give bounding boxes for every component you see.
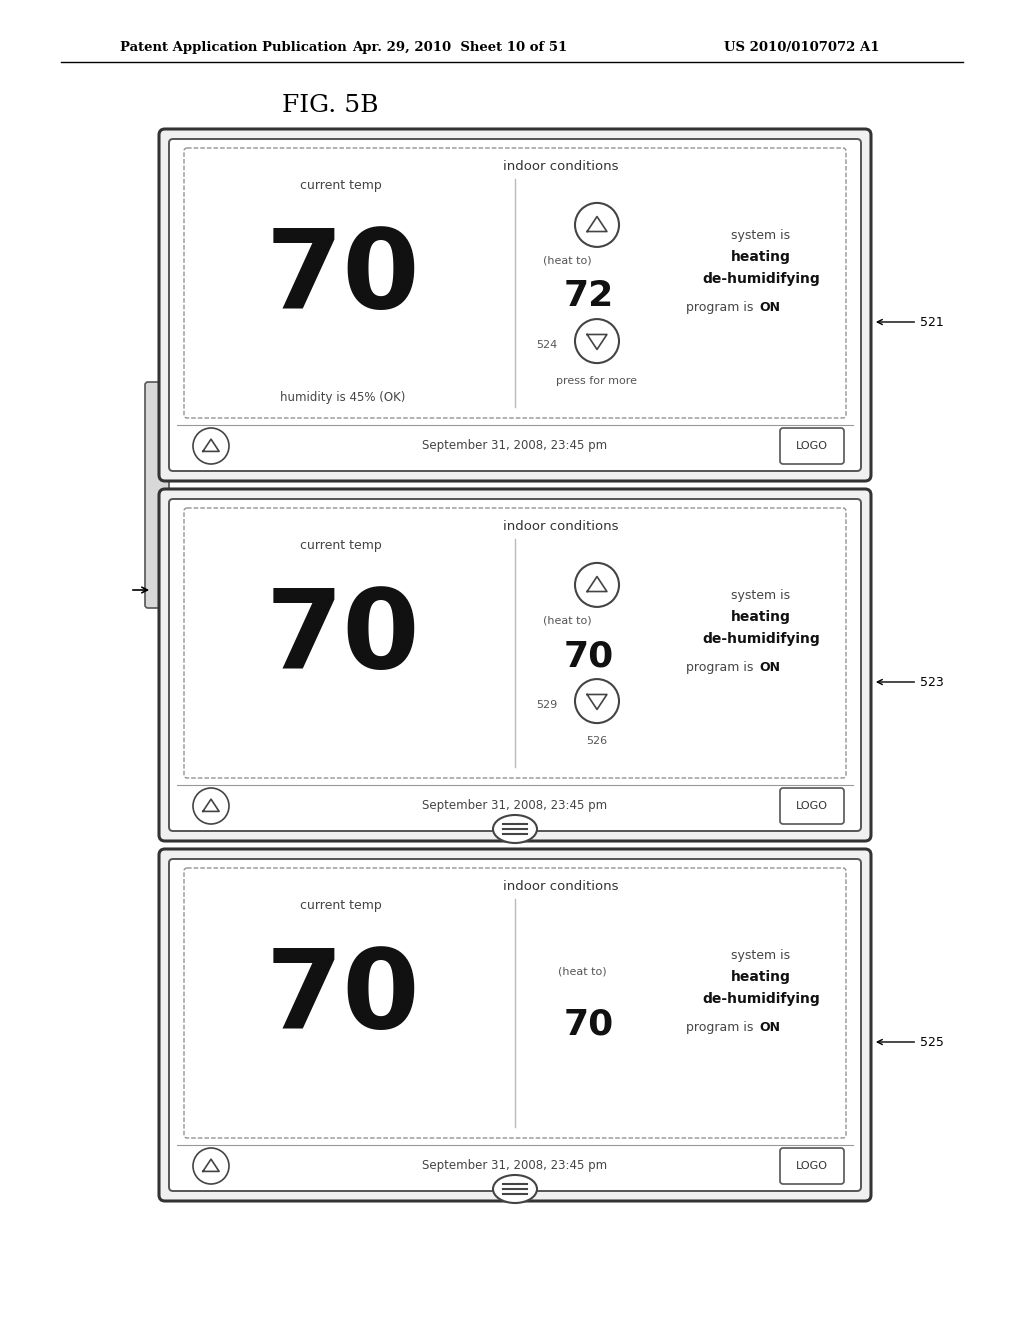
- FancyBboxPatch shape: [159, 129, 871, 480]
- Text: 524: 524: [536, 341, 557, 350]
- Text: (heat to): (heat to): [543, 616, 591, 626]
- Text: de-humidifying: de-humidifying: [702, 632, 820, 647]
- Text: current temp: current temp: [300, 178, 382, 191]
- Text: de-humidifying: de-humidifying: [702, 272, 820, 286]
- Text: program is: program is: [686, 661, 757, 675]
- Text: heating: heating: [731, 251, 791, 264]
- Text: LOGO: LOGO: [796, 801, 828, 810]
- Text: 70: 70: [564, 639, 614, 673]
- Text: system is: system is: [731, 228, 791, 242]
- Text: current temp: current temp: [300, 539, 382, 552]
- Text: system is: system is: [731, 949, 791, 962]
- Text: September 31, 2008, 23:45 pm: September 31, 2008, 23:45 pm: [423, 440, 607, 453]
- Text: (heat to): (heat to): [558, 966, 606, 977]
- Text: 526: 526: [587, 737, 607, 746]
- Text: 70: 70: [265, 585, 420, 692]
- Ellipse shape: [493, 814, 537, 843]
- Text: indoor conditions: indoor conditions: [503, 880, 618, 894]
- FancyBboxPatch shape: [780, 428, 844, 465]
- FancyBboxPatch shape: [169, 499, 861, 832]
- Text: September 31, 2008, 23:45 pm: September 31, 2008, 23:45 pm: [423, 800, 607, 813]
- Text: US 2010/0107072 A1: US 2010/0107072 A1: [725, 41, 880, 54]
- FancyBboxPatch shape: [145, 381, 169, 609]
- Text: FIG. 5B: FIG. 5B: [282, 94, 378, 116]
- Text: program is: program is: [686, 1020, 757, 1034]
- Text: heating: heating: [731, 970, 791, 985]
- Text: program is: program is: [686, 301, 757, 314]
- FancyBboxPatch shape: [169, 859, 861, 1191]
- Text: indoor conditions: indoor conditions: [503, 161, 618, 173]
- Text: ON: ON: [759, 1020, 780, 1034]
- Text: LOGO: LOGO: [796, 441, 828, 451]
- FancyBboxPatch shape: [169, 139, 861, 471]
- Text: current temp: current temp: [300, 899, 382, 912]
- FancyBboxPatch shape: [184, 148, 846, 418]
- Text: indoor conditions: indoor conditions: [503, 520, 618, 533]
- Text: 523: 523: [878, 676, 944, 689]
- Text: ON: ON: [759, 661, 780, 675]
- Ellipse shape: [493, 1175, 537, 1203]
- Text: heating: heating: [731, 610, 791, 624]
- FancyBboxPatch shape: [780, 1148, 844, 1184]
- Text: 521: 521: [878, 315, 944, 329]
- FancyBboxPatch shape: [184, 869, 846, 1138]
- Text: system is: system is: [731, 589, 791, 602]
- FancyBboxPatch shape: [184, 508, 846, 777]
- Text: 70: 70: [564, 1007, 614, 1041]
- Text: press for more: press for more: [556, 376, 638, 385]
- Text: 70: 70: [265, 944, 420, 1051]
- Text: (heat to): (heat to): [543, 256, 591, 265]
- FancyBboxPatch shape: [159, 488, 871, 841]
- Text: ON: ON: [759, 301, 780, 314]
- Text: 70: 70: [265, 224, 420, 331]
- Text: 529: 529: [536, 700, 557, 710]
- Text: Apr. 29, 2010  Sheet 10 of 51: Apr. 29, 2010 Sheet 10 of 51: [352, 41, 567, 54]
- Text: Patent Application Publication: Patent Application Publication: [120, 41, 347, 54]
- Text: LOGO: LOGO: [796, 1162, 828, 1171]
- FancyBboxPatch shape: [780, 788, 844, 824]
- Text: de-humidifying: de-humidifying: [702, 993, 820, 1006]
- Text: 72: 72: [564, 280, 614, 313]
- Text: 525: 525: [878, 1035, 944, 1048]
- Text: September 31, 2008, 23:45 pm: September 31, 2008, 23:45 pm: [423, 1159, 607, 1172]
- FancyBboxPatch shape: [159, 849, 871, 1201]
- Text: humidity is 45% (OK): humidity is 45% (OK): [281, 391, 406, 404]
